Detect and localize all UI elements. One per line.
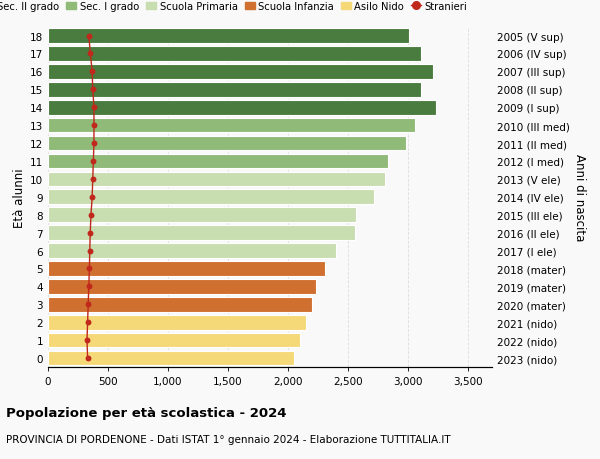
Point bbox=[88, 68, 97, 76]
Y-axis label: Anni di nascita: Anni di nascita bbox=[574, 154, 586, 241]
Bar bbox=[48, 351, 294, 365]
Legend: Sec. II grado, Sec. I grado, Scuola Primaria, Scuola Infanzia, Asilo Nido, Stran: Sec. II grado, Sec. I grado, Scuola Prim… bbox=[0, 0, 472, 16]
Point bbox=[89, 158, 98, 165]
Point bbox=[82, 337, 92, 344]
Point bbox=[85, 247, 95, 255]
Point bbox=[88, 194, 97, 201]
Bar bbox=[48, 244, 336, 258]
Text: Popolazione per età scolastica - 2024: Popolazione per età scolastica - 2024 bbox=[6, 406, 287, 419]
Text: PROVINCIA DI PORDENONE - Dati ISTAT 1° gennaio 2024 - Elaborazione TUTTITALIA.IT: PROVINCIA DI PORDENONE - Dati ISTAT 1° g… bbox=[6, 434, 451, 444]
Point bbox=[84, 283, 94, 291]
Bar bbox=[48, 65, 433, 79]
Bar bbox=[48, 118, 415, 133]
Bar bbox=[48, 154, 388, 169]
Bar bbox=[48, 172, 385, 187]
Y-axis label: Età alunni: Età alunni bbox=[13, 168, 26, 227]
Bar bbox=[48, 101, 436, 115]
Bar bbox=[48, 280, 316, 294]
Bar bbox=[48, 208, 356, 223]
Bar bbox=[48, 297, 312, 312]
Point bbox=[83, 355, 92, 362]
Point bbox=[85, 265, 94, 273]
Point bbox=[83, 301, 93, 308]
Bar bbox=[48, 83, 421, 97]
Point bbox=[88, 86, 98, 94]
Bar bbox=[48, 136, 406, 151]
Bar bbox=[48, 29, 409, 44]
Point bbox=[89, 122, 99, 129]
Point bbox=[83, 319, 92, 326]
Bar bbox=[48, 190, 374, 205]
Bar bbox=[48, 315, 306, 330]
Point bbox=[88, 176, 98, 183]
Point bbox=[86, 212, 96, 219]
Point bbox=[84, 33, 94, 40]
Bar bbox=[48, 47, 421, 62]
Bar bbox=[48, 226, 355, 241]
Point bbox=[86, 50, 95, 58]
Point bbox=[85, 230, 95, 237]
Point bbox=[89, 104, 99, 112]
Bar bbox=[48, 333, 300, 348]
Point bbox=[89, 140, 99, 147]
Bar bbox=[48, 262, 325, 276]
